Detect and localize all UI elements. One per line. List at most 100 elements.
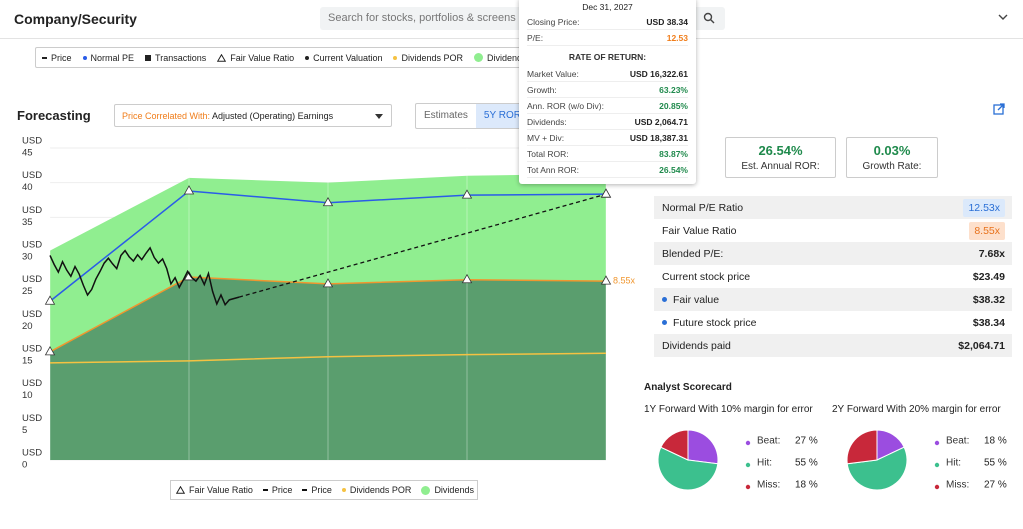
metric-row: Fair value $38.32: [654, 288, 1012, 311]
header: Company/Security Search for stocks, port…: [0, 0, 1023, 39]
tooltip-value: 83.87%: [659, 148, 688, 159]
legend-label: Miss:: [757, 480, 780, 491]
metric-label-wrap: Current stock price: [662, 271, 750, 283]
metric-label: Fair value: [673, 293, 720, 306]
legend-dot: [745, 462, 751, 468]
card-label: Growth Rate:: [862, 161, 922, 172]
metric-value: $38.32: [972, 293, 1005, 306]
series-line: [49, 246, 240, 307]
legend-item: Dividends POR: [393, 53, 463, 63]
dropdown-value: Adjusted (Operating) Earnings: [212, 111, 334, 121]
metric-row: Normal P/E Ratio 12.53x: [654, 196, 1012, 219]
tooltip-row: Tot Ann ROR: 26.54%: [527, 162, 688, 178]
metric-dot: [662, 320, 667, 326]
tooltip-value: USD 16,322.61: [629, 68, 688, 79]
tooltip-label: P/E:: [527, 32, 544, 43]
metric-row: Fair Value Ratio 8.55x: [654, 219, 1012, 242]
metrics-table: Normal P/E Ratio 12.53x Fair Value Ratio 8.…: [654, 196, 1012, 357]
tab[interactable]: Estimates: [424, 110, 468, 121]
marker: [44, 295, 56, 305]
legend-symbol: [341, 488, 346, 492]
metric-row: Dividends paid $2,064.71: [654, 334, 1012, 357]
tooltip-rows: Market Value: USD 16,322.61 Growth: 63.23% A…: [527, 66, 688, 178]
legend-item: Current Valuation: [305, 53, 382, 63]
menu-chevron[interactable]: [998, 14, 1008, 22]
y-tick-unit: USD: [22, 309, 42, 320]
metric-row: Future stock price $38.34: [654, 311, 1012, 334]
marker: [322, 278, 334, 288]
marker: [183, 185, 195, 195]
metric-label-wrap: Fair value: [662, 294, 719, 306]
legend-symbol: [305, 55, 310, 60]
metric-value: $38.34: [972, 316, 1005, 329]
legend-symbol: [145, 54, 152, 61]
legend-symbol: [217, 53, 227, 62]
value-label: 27 %: [984, 480, 1007, 491]
series-line: [49, 352, 607, 364]
search-icon[interactable]: [703, 12, 715, 24]
value-label: 18 %: [984, 436, 1007, 447]
legend-item: Price: [302, 485, 332, 495]
correlation-dropdown[interactable]: Price Correlated With: Adjusted (Operati…: [114, 104, 392, 127]
legend-symbol: [262, 489, 268, 491]
metric-value: 8.55x: [969, 221, 1005, 240]
pie-slice: [846, 429, 878, 465]
legend-item: Fair Value Ratio: [217, 53, 294, 63]
pie-slice: [687, 429, 719, 465]
metric-label: Fair Value Ratio: [662, 224, 737, 237]
metric-value: 7.68x: [978, 247, 1005, 260]
tooltip-value: USD 2,064.71: [634, 116, 688, 127]
card-label: Est. Annual ROR:: [741, 161, 820, 172]
metric-label-wrap: Future stock price: [662, 317, 756, 329]
tooltip-row: Total ROR: 83.87%: [527, 146, 688, 162]
tooltip-label: Market Value:: [527, 68, 579, 79]
legend-label: Normal PE: [90, 52, 135, 63]
external-link-icon[interactable]: [993, 103, 1005, 115]
y-tick-label: 30: [22, 252, 33, 263]
tooltip-row: Market Value: USD 16,322.61: [527, 66, 688, 82]
legend-label: Dividends: [434, 485, 474, 495]
tooltip-row: MV + Div: USD 18,387.31: [527, 130, 688, 146]
triangle: [217, 53, 227, 62]
card-value: 0.03%: [873, 143, 911, 158]
tooltip-label: Dividends:: [527, 116, 567, 127]
y-tick-unit: USD: [22, 170, 42, 181]
metric-label-wrap: Normal P/E Ratio: [662, 202, 743, 214]
value-label: 55 %: [795, 458, 818, 469]
tooltip-date: Dec 31, 2027: [582, 2, 633, 12]
legend-dot: [745, 484, 751, 490]
legend-label: Transactions: [155, 52, 207, 63]
y-tick-label: 10: [22, 390, 33, 401]
metric-row: Blended P/E: 7.68x: [654, 242, 1012, 265]
y-tick-label: 25: [22, 286, 33, 297]
triangle: [176, 486, 185, 494]
value-label: 18 %: [795, 480, 818, 491]
legend-item: Transactions: [145, 53, 206, 63]
legend-symbol: [421, 485, 431, 495]
legend-symbol: [82, 55, 87, 60]
y-tick-unit: USD: [22, 274, 42, 285]
tabs: Estimates 5Y ROR: [415, 103, 530, 129]
dropdown-caret: [375, 114, 383, 119]
legend-label: Price: [271, 485, 293, 495]
tooltip-row: Growth: 63.23%: [527, 82, 688, 98]
y-tick-unit: USD: [22, 136, 42, 147]
tooltip: Dec 31, 2027 Closing Price: USD 38.34 P/E:…: [519, 0, 696, 184]
pie-title: 2Y Forward With 20% margin for error: [832, 404, 1001, 415]
legend-symbol: [393, 55, 398, 60]
y-tick-unit: USD: [22, 378, 42, 389]
metric-dot: [662, 297, 667, 303]
tooltip-value: 20.85%: [659, 100, 688, 111]
y-tick-label: 20: [22, 321, 33, 332]
metric-label: Current stock price: [662, 270, 751, 283]
legend-dot: [934, 462, 940, 468]
y-tick-label: 0: [22, 460, 27, 471]
metric-label: Dividends paid: [662, 339, 731, 352]
tooltip-value: 12.53: [666, 32, 688, 43]
scorecard-title: Analyst Scorecard: [644, 382, 732, 393]
area: [50, 276, 606, 460]
legend-label: Price: [51, 52, 72, 63]
legend-label: Beat:: [946, 436, 969, 447]
legend-label: Dividends: [487, 52, 525, 63]
pie-slice: [846, 446, 908, 491]
